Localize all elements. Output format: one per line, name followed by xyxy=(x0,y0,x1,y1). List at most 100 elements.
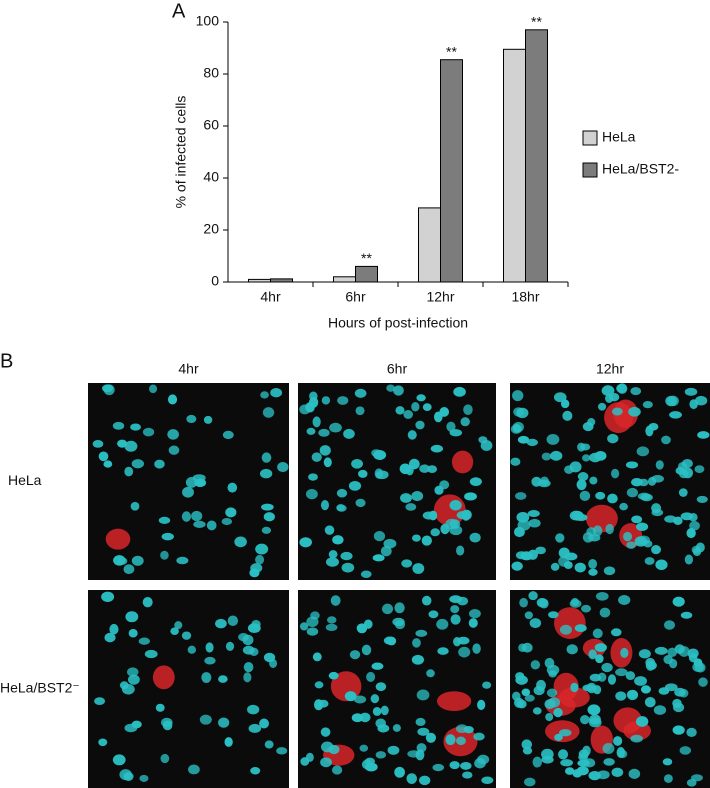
nucleus xyxy=(588,649,597,660)
nucleus xyxy=(375,751,387,759)
annotation: ** xyxy=(531,14,542,30)
nucleus xyxy=(261,526,272,534)
nucleus xyxy=(628,406,641,417)
nucleus xyxy=(582,684,596,692)
nucleus xyxy=(527,549,538,560)
nucleus xyxy=(553,707,563,718)
nucleus xyxy=(576,479,587,491)
nucleus xyxy=(630,734,643,743)
nucleus xyxy=(306,627,319,636)
nucleus xyxy=(359,712,371,723)
nucleus xyxy=(412,534,421,542)
nucleus xyxy=(653,705,667,715)
nucleus xyxy=(375,682,387,692)
nucleus xyxy=(400,493,412,503)
nucleus xyxy=(101,591,115,602)
nucleus xyxy=(255,543,269,555)
nucleus xyxy=(588,771,601,781)
nucleus xyxy=(116,557,128,565)
nucleus xyxy=(569,461,582,473)
infected-cell xyxy=(604,402,633,434)
nucleus xyxy=(371,662,384,670)
nucleus xyxy=(643,540,653,548)
nucleus xyxy=(399,463,411,475)
nucleus xyxy=(277,461,289,473)
nucleus xyxy=(468,618,478,628)
nucleus xyxy=(341,562,355,573)
nucleus xyxy=(261,503,274,511)
nucleus xyxy=(627,689,639,701)
nucleus xyxy=(645,657,656,668)
nucleus xyxy=(688,653,698,663)
nucleus xyxy=(94,697,106,705)
nucleus xyxy=(130,501,140,511)
nucleus xyxy=(411,491,424,502)
nucleus xyxy=(375,718,386,728)
nucleus xyxy=(160,753,170,764)
nucleus xyxy=(602,743,615,754)
bar xyxy=(418,207,441,283)
nucleus xyxy=(130,423,141,431)
nucleus xyxy=(620,647,629,658)
nucleus xyxy=(174,621,183,630)
nucleus xyxy=(131,555,144,566)
nucleus xyxy=(124,723,138,733)
legend-swatch xyxy=(582,162,598,178)
nucleus xyxy=(372,554,385,562)
nucleus xyxy=(415,420,425,430)
nucleus xyxy=(336,488,348,498)
x-tick-label: 18hr xyxy=(511,289,539,305)
nucleus xyxy=(581,604,592,613)
nucleus xyxy=(199,714,212,725)
micrograph xyxy=(88,590,289,788)
nucleus xyxy=(128,628,138,638)
bar xyxy=(248,278,271,283)
nucleus xyxy=(580,714,590,725)
nucleus xyxy=(176,556,189,565)
nucleus xyxy=(582,454,591,462)
nucleus xyxy=(607,433,619,444)
nucleus xyxy=(201,672,212,683)
micrograph xyxy=(88,383,289,580)
nucleus xyxy=(386,636,397,646)
nucleus xyxy=(527,510,540,518)
nucleus xyxy=(436,618,449,630)
nucleus xyxy=(463,404,473,416)
nucleus xyxy=(247,704,260,715)
nucleus xyxy=(562,410,573,421)
nucleus xyxy=(468,608,481,619)
nucleus xyxy=(469,532,481,543)
nucleus xyxy=(222,430,234,440)
nucleus xyxy=(576,766,589,776)
nucleus xyxy=(142,597,153,608)
nucleus xyxy=(595,491,606,500)
nucleus xyxy=(437,647,449,655)
nucleus xyxy=(642,400,653,409)
nucleus xyxy=(619,502,628,511)
nucleus xyxy=(450,614,461,625)
nucleus xyxy=(626,541,637,549)
nucleus xyxy=(218,675,228,683)
nucleus xyxy=(589,673,602,682)
nucleus xyxy=(123,564,135,575)
nucleus xyxy=(192,474,206,482)
nucleus xyxy=(308,473,318,481)
nucleus xyxy=(319,445,331,456)
nucleus xyxy=(651,509,664,517)
nucleus xyxy=(456,545,465,556)
nucleus xyxy=(513,407,524,417)
nucleus xyxy=(615,668,628,677)
nucleus xyxy=(109,623,119,635)
nucleus xyxy=(524,694,535,702)
nucleus xyxy=(512,691,521,701)
bar xyxy=(525,29,548,283)
panel-label: A xyxy=(172,0,186,22)
nucleus xyxy=(559,624,572,635)
nucleus xyxy=(403,410,413,419)
nucleus xyxy=(521,739,532,750)
legend-label: HeLa xyxy=(602,129,636,145)
infected-cell xyxy=(451,450,474,474)
nucleus xyxy=(530,660,541,670)
nucleus xyxy=(558,556,570,567)
nucleus xyxy=(407,750,421,758)
